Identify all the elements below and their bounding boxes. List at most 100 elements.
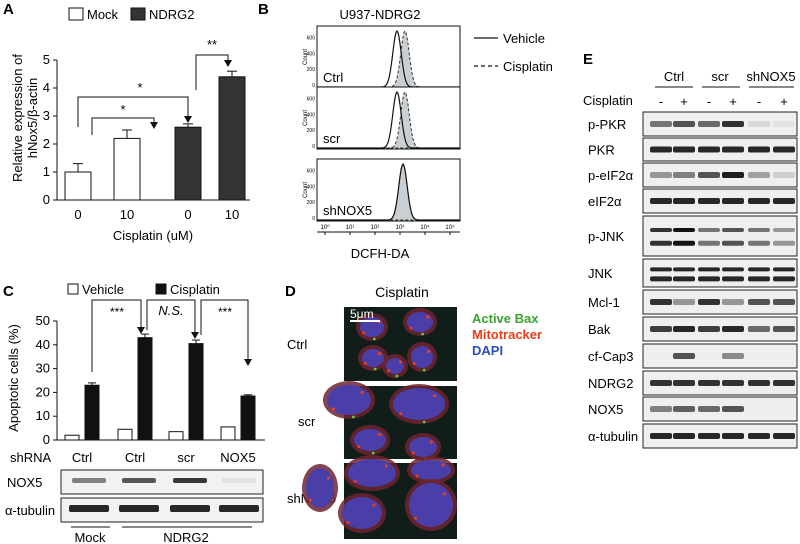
mitotracker-dot (362, 331, 366, 335)
treatment-sign: + (729, 94, 737, 109)
histogram-ytick-label: 0 (312, 216, 315, 222)
mitotracker-dot (412, 362, 416, 366)
treatment-sign: - (659, 94, 663, 109)
legend-dapi: DAPI (472, 343, 503, 358)
panel-c-bar (168, 431, 184, 441)
panel-a-ytick-label: 0 (43, 192, 50, 207)
blot-label: p-eIF2α (588, 168, 634, 183)
legend-active-bax: Active Bax (472, 311, 539, 326)
legend-c-cisplatin-swatch (155, 283, 167, 295)
active-bax-dot (422, 368, 426, 372)
panel-c-bar (188, 343, 204, 441)
panel-c-bar (220, 426, 236, 441)
blot-band (698, 146, 720, 153)
blot-band (222, 478, 256, 483)
panel-e-letter: E (583, 51, 593, 68)
blot-label: eIF2α (588, 194, 622, 209)
blot-band (748, 172, 770, 178)
histogram-ylabel: Count (303, 182, 309, 198)
panel-a-chart: 0 1 2 3 4 5 0 10 0 10 Cisplatin (uM) (43, 52, 250, 243)
sig-a3: ** (207, 37, 217, 52)
blot-label: p-PKR (588, 117, 626, 132)
legend-ndrg2-label: NDRG2 (149, 7, 195, 22)
blot-band (119, 505, 159, 512)
active-bax-dot (422, 420, 426, 424)
panel-c-ytick-label: 50 (36, 313, 50, 328)
blot-band (773, 267, 795, 272)
blot-band (748, 267, 770, 272)
histogram-ylabel: Count (303, 110, 309, 126)
histogram-ytick-label: 0 (312, 144, 315, 150)
blot-c-tubulin-label: α-tubulin (5, 503, 55, 518)
panel-a-ytick-label: 2 (43, 136, 50, 151)
blot-band (650, 433, 672, 439)
legend-mock-label: Mock (87, 7, 119, 22)
blot-band (698, 172, 720, 178)
treatment-sign: - (757, 94, 761, 109)
histogram-label: shNOX5 (323, 203, 372, 218)
histogram-xtick-label: 10³ (396, 225, 405, 231)
histogram-label: scr (323, 131, 341, 146)
blot-band (722, 198, 744, 204)
blot-band (673, 198, 695, 204)
blot-label: cf-Cap3 (588, 349, 634, 364)
scale-bar-label: 5μm (350, 307, 374, 321)
cell-nucleus (348, 459, 396, 487)
panel-a-ytick-label: 1 (43, 164, 50, 179)
panel-c-ylabel: Apoptotic cells (%) (6, 324, 21, 432)
mitotracker-dot (346, 521, 350, 525)
histogram-ytick-label: 600 (307, 169, 316, 175)
blot-band (773, 172, 795, 178)
panel-b-title: U937-NDRG2 (340, 7, 421, 22)
histogram-vehicle (317, 90, 460, 149)
panel-a-ylabel-line2: hNox5/β-actin (25, 78, 40, 158)
blot-band (673, 433, 695, 439)
blot-band (673, 406, 695, 412)
legend-vehicle-label: Vehicle (503, 31, 545, 46)
blot-c-tubulin-bands (69, 505, 259, 512)
mitotracker-dot (441, 463, 445, 467)
panel-a-xlabel: Cisplatin (uM) (113, 228, 193, 243)
blot-band (650, 198, 672, 204)
blot-band (698, 198, 720, 204)
blot-band (673, 146, 695, 153)
panel-b-letter: B (258, 1, 269, 18)
blot-band (748, 121, 770, 127)
blot-frame (642, 343, 798, 369)
sig-arrow-a2 (184, 116, 192, 123)
blot-band (722, 172, 744, 178)
histogram-xtick-label: 10⁵ (445, 224, 455, 231)
panel-a-ytick-label: 5 (43, 52, 50, 67)
mitotracker-dot (378, 432, 382, 437)
shrna-label-item: Ctrl (125, 450, 145, 465)
histogram-ytick-label: 400 (307, 51, 316, 57)
blot-band (673, 276, 695, 282)
legend-c-cisplatin-label: Cisplatin (170, 282, 220, 297)
blot-band (673, 380, 695, 386)
blot-band (673, 353, 695, 359)
blot-band (673, 228, 695, 232)
histogram-ytick-label: 200 (307, 200, 316, 206)
blot-band (773, 433, 795, 439)
blot-band (773, 326, 795, 332)
group-e-scr: scr (711, 69, 729, 84)
cell-nucleus (342, 497, 382, 529)
microscopy-images: 5μm (302, 305, 459, 541)
blot-band (650, 146, 672, 153)
mitotracker-dot (353, 479, 357, 483)
blot-band (650, 172, 672, 178)
panel-a-ytick-label: 3 (43, 108, 50, 123)
blot-band (650, 121, 672, 127)
histogram-frame (316, 158, 461, 222)
mitotracker-dot (426, 315, 430, 319)
blot-band (748, 299, 770, 305)
blot-band (773, 121, 795, 127)
blot-label: NDRG2 (588, 376, 634, 391)
sig-arrow-a1 (150, 122, 158, 129)
histogram-vehicle (317, 162, 460, 221)
panel-a-bar (64, 171, 92, 201)
blot-band (650, 299, 672, 305)
panel-c-bar (117, 428, 133, 441)
active-bax-dot (371, 451, 375, 455)
